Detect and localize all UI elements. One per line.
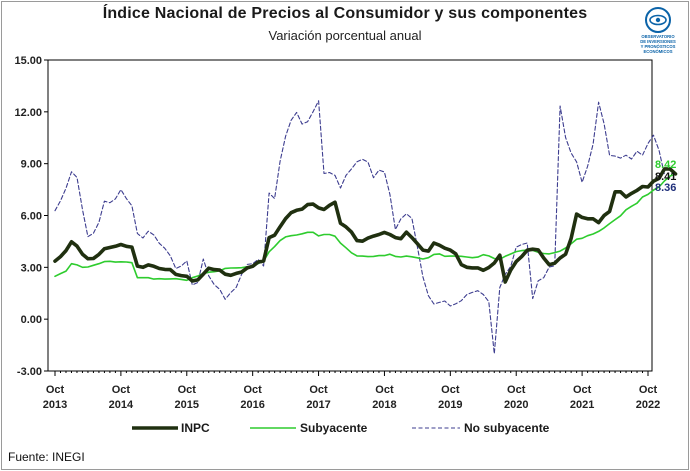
- source-note: Fuente: INEGI: [8, 450, 85, 464]
- y-tick-label: 12.00: [14, 107, 42, 119]
- x-tick-label-year: 2020: [504, 399, 528, 411]
- x-tick-label-month: Oct: [243, 384, 262, 396]
- svg-text:Y PRONÓSTICOS: Y PRONÓSTICOS: [641, 44, 676, 49]
- x-tick-label-year: 2013: [43, 399, 67, 411]
- x-tick-label-year: 2021: [570, 399, 594, 411]
- series-line-inpc: [53, 167, 678, 284]
- x-tick-label-year: 2019: [438, 399, 462, 411]
- end-label-subyacente: 8.42: [655, 159, 676, 171]
- x-tick-label-month: Oct: [441, 384, 460, 396]
- x-tick-label-month: Oct: [309, 384, 328, 396]
- y-tick-label: 0.00: [21, 314, 42, 326]
- svg-text:ECONÓMICOS: ECONÓMICOS: [643, 49, 672, 54]
- svg-text:DE INVERSIONES: DE INVERSIONES: [640, 39, 676, 44]
- x-tick-label-year: 2016: [240, 399, 264, 411]
- end-label-inpc: 8.41: [655, 171, 676, 183]
- y-tick-label: -3.00: [17, 366, 42, 378]
- y-tick-label: 3.00: [21, 262, 42, 274]
- x-tick-label-month: Oct: [639, 384, 658, 396]
- y-tick-label: 15.00: [14, 55, 42, 67]
- x-tick-label-year: 2018: [372, 399, 396, 411]
- x-tick-label-month: Oct: [178, 384, 197, 396]
- logo-pupil: [655, 17, 661, 23]
- x-tick-label-year: 2015: [175, 399, 199, 411]
- legend-label-subyacente: Subyacente: [300, 421, 368, 435]
- x-tick-label-month: Oct: [46, 384, 65, 396]
- legend-label-inpc: INPC: [181, 421, 210, 435]
- chart-title: Índice Nacional de Precios al Consumidor…: [102, 5, 588, 22]
- x-tick-label-year: 2022: [636, 399, 660, 411]
- x-tick-label-month: Oct: [507, 384, 526, 396]
- series-line-subyacente: [54, 172, 677, 282]
- end-label-no-subyacente: 8.36: [655, 182, 676, 194]
- series-line-no-subyacente: [54, 100, 666, 355]
- x-tick-label-year: 2014: [109, 399, 134, 411]
- logo-outer-ring: [645, 7, 671, 33]
- x-tick-label-month: Oct: [112, 384, 131, 396]
- y-tick-label: 9.00: [21, 159, 42, 171]
- x-tick-label-year: 2017: [306, 399, 330, 411]
- x-tick-label-month: Oct: [573, 384, 592, 396]
- legend-label-no-subyacente: No subyacente: [464, 421, 550, 435]
- chart-subtitle: Variación porcentual anual: [268, 28, 422, 43]
- observatorio-logo: OBSERVATORIO DE INVERSIONES Y PRONÓSTICO…: [640, 7, 676, 54]
- svg-text:OBSERVATORIO: OBSERVATORIO: [641, 34, 675, 39]
- y-tick-label: 6.00: [21, 211, 42, 223]
- plot-area: [47, 59, 653, 372]
- x-tick-label-month: Oct: [375, 384, 394, 396]
- logo-eye-icon: [649, 14, 667, 26]
